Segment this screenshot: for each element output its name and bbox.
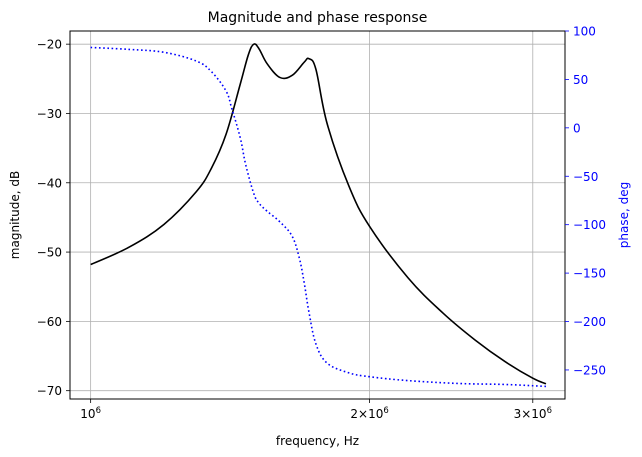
y-tick-label-left: −50 <box>37 246 62 260</box>
y-tick-label-right: −250 <box>573 363 606 377</box>
y-tick-label-right: 50 <box>573 73 588 87</box>
series-layer <box>90 43 547 388</box>
ticks: 106 2×106 3×106 −20 −30 −40 −50 −60 −70 100 50 0 −50… <box>37 25 606 422</box>
y-tick-label-right: −100 <box>573 218 606 232</box>
y-tick-label-left: −30 <box>37 107 62 121</box>
y-tick-label-right: 100 <box>573 25 596 39</box>
y-tick-label-left: −20 <box>37 38 62 52</box>
y-tick-label-right: 0 <box>573 121 581 135</box>
y-axis-label-left: magnitude, dB <box>8 171 22 259</box>
y-tick-label-right: −50 <box>573 170 598 184</box>
x-tick-label: 2×106 <box>350 406 388 421</box>
y-tick-label-right: −150 <box>573 267 606 281</box>
grid <box>70 31 565 399</box>
y-tick-label-right: −200 <box>573 315 606 329</box>
phase-line <box>90 46 547 388</box>
y-tick-label-left: −60 <box>37 315 62 329</box>
y-tick-label-left: −70 <box>37 384 62 398</box>
x-axis-label: frequency, Hz <box>276 434 359 448</box>
y-tick-label-left: −40 <box>37 176 62 190</box>
x-tick-label: 3×106 <box>514 406 552 421</box>
x-tick-label: 106 <box>80 406 101 421</box>
plot-frame <box>69 30 566 400</box>
magnitude-line <box>90 43 547 385</box>
y-axis-label-right: phase, deg <box>617 182 631 248</box>
chart-title: Magnitude and phase response <box>208 10 428 26</box>
